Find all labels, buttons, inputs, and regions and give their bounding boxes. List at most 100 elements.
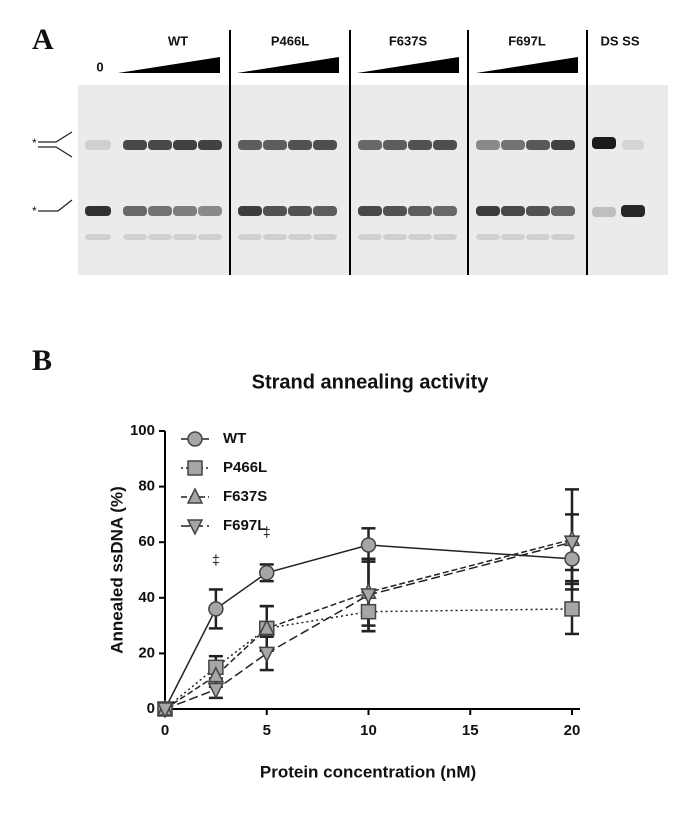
data-point: [360, 588, 377, 605]
data-point: [360, 537, 377, 553]
gradient-wedge: [237, 57, 339, 73]
series-line: [164, 541, 573, 710]
chart-title: Strand annealing activity: [252, 371, 490, 393]
gradient-wedge: [118, 57, 220, 73]
gel-band: [526, 140, 550, 150]
panel-label: A: [32, 23, 54, 56]
y-tick-label: 60: [138, 533, 155, 550]
gel-band: [288, 206, 312, 216]
gel-band: [592, 137, 616, 149]
gel-band: [383, 234, 407, 240]
asterisk: *: [32, 136, 37, 150]
legend-label: WT: [223, 430, 246, 447]
gel-band: [526, 206, 550, 216]
annotation: ‡: [212, 551, 220, 567]
y-tick-label: 20: [138, 644, 155, 661]
gel-band: [313, 234, 337, 240]
gel-band: [85, 140, 111, 150]
gel-band: [173, 140, 197, 150]
gel-band: [476, 206, 500, 216]
gel-band: [288, 140, 312, 150]
series-line: [164, 608, 573, 710]
data-point: [208, 601, 224, 617]
data-point: [187, 431, 203, 447]
gel-band: [263, 140, 287, 150]
gel-band: [501, 140, 525, 150]
lane-label: P466L: [271, 33, 309, 48]
gel-band: [238, 234, 262, 240]
gel-band: [501, 234, 525, 240]
gel-band: [148, 234, 172, 240]
y-axis-label: Annealed ssDNA (%): [107, 486, 126, 654]
gel-background: [78, 85, 668, 275]
gel-band: [85, 234, 111, 240]
data-point: [564, 601, 580, 617]
gel-band: [408, 234, 432, 240]
fork-icon: [38, 131, 73, 158]
x-tick-label: 20: [564, 722, 581, 739]
gel-band: [148, 140, 172, 150]
data-point: [258, 618, 275, 636]
x-tick-label: 0: [161, 722, 169, 739]
asterisk: *: [32, 204, 37, 218]
legend-label: P466L: [223, 459, 267, 476]
data-point: [186, 487, 204, 504]
lane-label: DS SS: [600, 33, 639, 48]
gel-band: [123, 206, 147, 216]
data-point: [360, 603, 377, 620]
data-point: [258, 646, 275, 664]
gel-band: [263, 206, 287, 216]
data-point: [259, 565, 275, 581]
data-point: [187, 460, 203, 476]
x-tick-label: 5: [263, 722, 271, 739]
gel-band: [198, 140, 222, 150]
gel-band: [621, 205, 645, 217]
gel-band: [198, 206, 222, 216]
x-tick-label: 15: [462, 722, 479, 739]
legend-label: F697L: [223, 517, 266, 534]
single-strand-icon: [38, 199, 73, 212]
data-point: [186, 519, 204, 536]
strand-schematic: * *: [32, 131, 73, 218]
lane-label: WT: [168, 33, 188, 48]
data-point: [207, 682, 225, 700]
gel-band: [148, 206, 172, 216]
lane-label: F637S: [389, 33, 428, 48]
gel-band: [383, 206, 407, 216]
gel-band: [501, 206, 525, 216]
data-point: [207, 665, 225, 683]
gel-band: [476, 140, 500, 150]
panel-label: B: [32, 344, 52, 377]
gel-band: [433, 206, 457, 216]
gel-band: [358, 140, 382, 150]
gel-band: [123, 140, 147, 150]
data-point: [563, 535, 581, 552]
data-point: [564, 551, 580, 567]
y-tick-label: 100: [130, 422, 155, 439]
gel-band: [592, 207, 616, 217]
gel-band: [433, 234, 457, 240]
gel-band: [526, 234, 550, 240]
gel-band: [622, 140, 644, 150]
lane-label: F697L: [508, 33, 546, 48]
x-tick-label: 10: [360, 722, 377, 739]
gradient-wedge: [476, 57, 578, 73]
y-tick-label: 40: [138, 589, 155, 606]
gel-band: [551, 234, 575, 240]
annotation: ‡: [263, 524, 271, 540]
x-axis-label: Protein concentration (nM): [260, 762, 476, 781]
gel-band: [173, 206, 197, 216]
gel-band: [551, 140, 575, 150]
gel-band: [173, 234, 197, 240]
gradient-wedge: [357, 57, 459, 73]
gel-band: [238, 140, 262, 150]
lane-label: 0: [96, 59, 103, 74]
legend-label: F637S: [223, 488, 267, 505]
gel-band: [433, 140, 457, 150]
gel-band: [313, 206, 337, 216]
gel-band: [238, 206, 262, 216]
gel-band: [408, 140, 432, 150]
y-tick-label: 80: [138, 478, 155, 495]
gel-band: [551, 206, 575, 216]
